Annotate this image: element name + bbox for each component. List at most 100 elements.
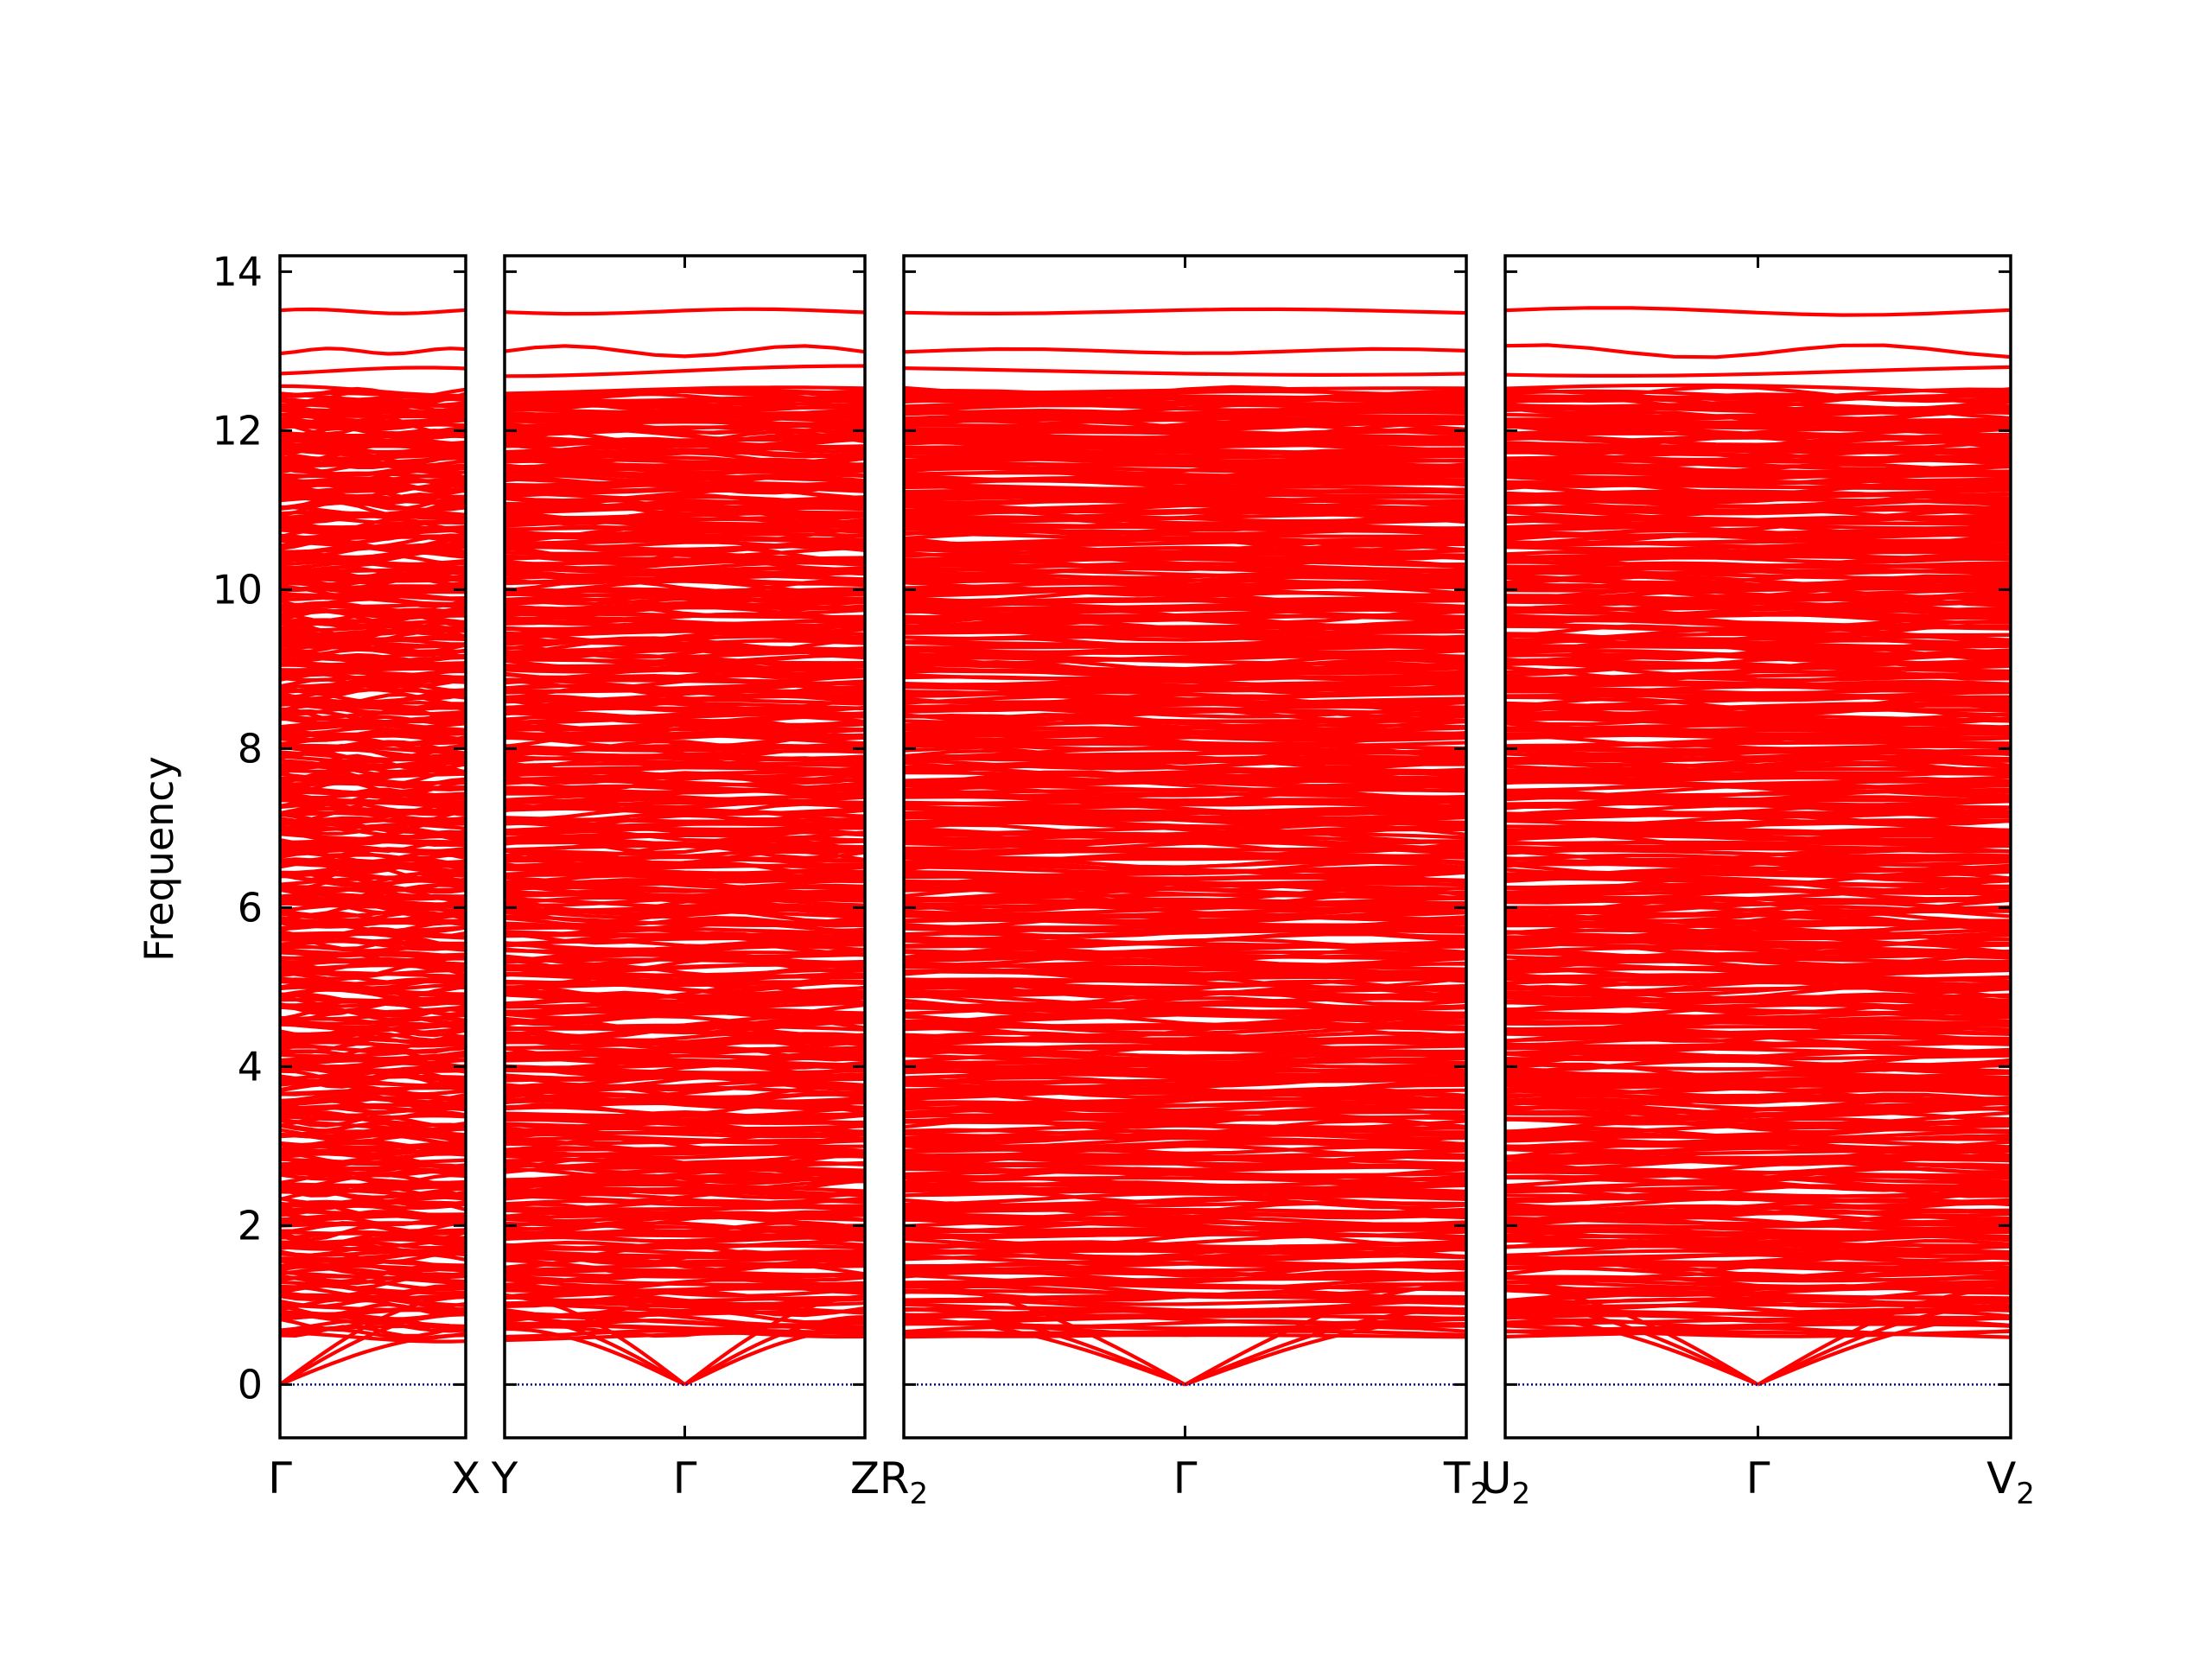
kpoint-label: Γ <box>268 1453 292 1503</box>
acoustic-branch <box>904 1317 1186 1387</box>
band-line <box>280 864 466 879</box>
band-line <box>904 823 1466 839</box>
band-line <box>280 455 466 469</box>
acoustic-branch <box>1505 1303 1759 1387</box>
band-line <box>280 346 466 356</box>
band-line <box>505 864 865 875</box>
band-line <box>280 759 466 769</box>
band-line <box>280 1284 466 1295</box>
band-line <box>280 1092 466 1105</box>
acoustic-branch <box>505 1295 686 1387</box>
y-tick-label: 12 <box>212 407 263 454</box>
band-line <box>1505 457 2011 468</box>
band-line <box>1505 756 2011 768</box>
band-line <box>904 388 1466 402</box>
band-line <box>1505 446 2011 454</box>
band-line <box>904 346 1466 355</box>
band-line <box>1505 1037 2011 1047</box>
kpoint-label: Z <box>850 1453 880 1503</box>
band-line <box>904 418 1466 435</box>
band-line <box>505 664 865 673</box>
y-axis-label: Frequency <box>136 756 182 962</box>
acoustic-branch <box>1757 1287 2011 1387</box>
band-line <box>904 458 1466 467</box>
band-line <box>280 1218 466 1227</box>
band-line <box>1505 1154 2011 1162</box>
band-line <box>280 1325 466 1338</box>
band-line <box>904 482 1466 493</box>
band-line <box>280 675 466 683</box>
band-line <box>1505 874 2011 887</box>
band-line <box>1505 1209 2011 1217</box>
band-line <box>280 433 466 443</box>
band-lines <box>280 307 466 1387</box>
band-panel-4: U2 Γ V2 <box>1480 254 2035 1511</box>
band-line <box>280 482 466 493</box>
band-line <box>280 1228 466 1236</box>
band-line <box>904 757 1466 771</box>
band-line <box>904 896 1466 906</box>
band-line <box>280 1302 466 1317</box>
band-line <box>1505 1071 2011 1082</box>
band-line <box>280 741 466 749</box>
acoustic-branch <box>505 1315 686 1387</box>
band-line <box>280 574 466 590</box>
band-line <box>1505 389 2011 401</box>
band-line <box>505 705 865 717</box>
band-lines <box>1505 306 2011 1387</box>
y-tick-label: 6 <box>238 884 263 931</box>
band-line <box>1505 726 2011 735</box>
band-line <box>280 307 466 315</box>
band-line <box>904 995 1466 1012</box>
band-line <box>505 1249 865 1258</box>
band-line <box>904 1188 1466 1198</box>
band-line <box>1505 1138 2011 1150</box>
band-line <box>1505 383 2011 396</box>
acoustic-branch <box>280 1311 466 1387</box>
y-tick-label: 14 <box>212 248 263 295</box>
band-line <box>505 388 865 402</box>
band-line <box>280 470 466 486</box>
band-line <box>904 1211 1466 1227</box>
band-panel-3: R2 Γ T2 <box>880 254 1489 1511</box>
band-line <box>1505 648 2011 660</box>
y-tick-label: 10 <box>212 566 263 613</box>
band-line <box>904 410 1466 419</box>
band-line <box>280 448 466 458</box>
band-line <box>1505 601 2011 614</box>
band-line <box>904 1053 1466 1065</box>
band-line <box>1505 1109 2011 1126</box>
band-line <box>505 1144 865 1152</box>
band-line <box>904 575 1466 588</box>
band-line <box>505 570 865 581</box>
band-line <box>904 1302 1466 1315</box>
band-line <box>1505 584 2011 601</box>
acoustic-branch <box>683 1315 865 1387</box>
band-line <box>505 772 865 787</box>
acoustic-branch <box>280 1295 466 1387</box>
band-lines <box>505 307 865 1387</box>
band-line <box>280 729 466 742</box>
band-line <box>280 365 466 376</box>
kpoint-label: R2 <box>880 1453 928 1511</box>
band-line <box>280 401 466 413</box>
band-line <box>904 766 1466 779</box>
band-line <box>280 1013 466 1026</box>
band-line <box>904 911 1466 923</box>
band-line <box>505 1186 865 1196</box>
band-line <box>1505 1270 2011 1281</box>
band-line <box>1505 809 2011 825</box>
band-line <box>904 447 1466 455</box>
band-line <box>505 1301 865 1315</box>
band-line <box>904 654 1466 665</box>
band-line <box>904 1023 1466 1039</box>
band-line <box>505 344 865 359</box>
band-line <box>904 531 1466 545</box>
band-line <box>505 1168 865 1182</box>
band-line <box>280 992 466 1005</box>
band-line <box>505 1014 865 1027</box>
